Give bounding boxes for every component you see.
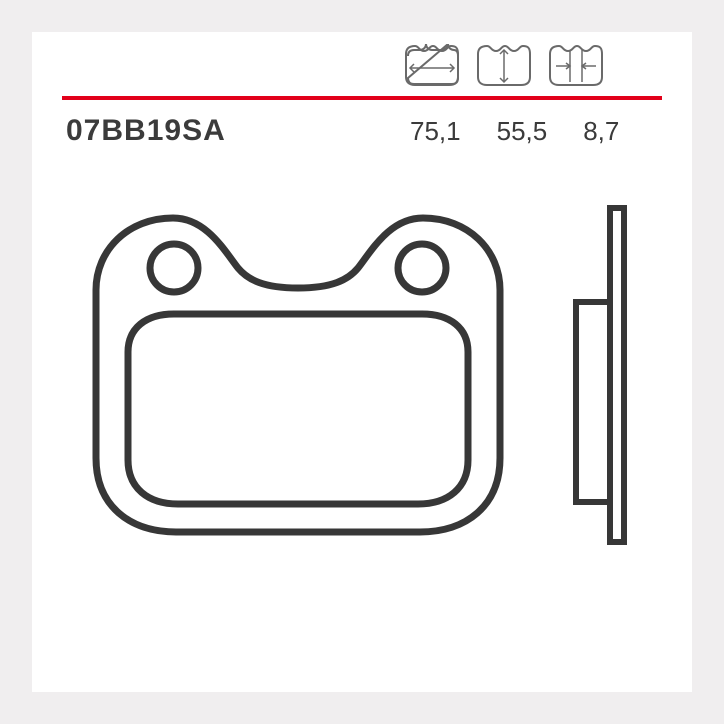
- part-number: 07BB19SA: [66, 114, 226, 148]
- width-dim-icon: [402, 44, 460, 88]
- spec-canvas: 07BB19SA 75,1 55,5 8,7: [32, 32, 692, 692]
- dimension-values: 75,1 55,5 8,7: [410, 116, 619, 147]
- dim-height: 55,5: [497, 116, 548, 147]
- brake-pad-side-view: [570, 202, 630, 548]
- dim-width: 75,1: [410, 116, 461, 147]
- dim-thickness: 8,7: [583, 116, 619, 147]
- thickness-dim-icon: [546, 44, 604, 88]
- height-dim-icon: [474, 44, 532, 88]
- brake-pad-front-view: [88, 210, 508, 540]
- dimension-icons-row: [402, 44, 604, 88]
- divider-line: [62, 96, 662, 100]
